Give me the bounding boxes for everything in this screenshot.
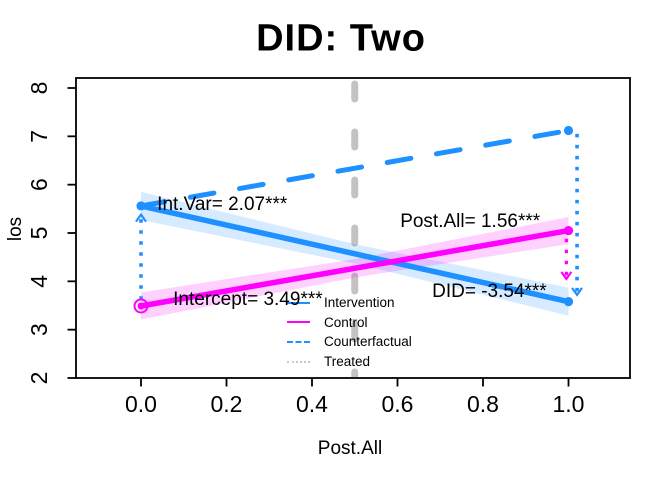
counterfactual-line [138, 128, 571, 209]
legend-label: Treated [324, 354, 371, 370]
legend-item-counterfactual: Counterfactual [287, 332, 412, 352]
y-tick-label: 5 [26, 227, 52, 240]
arrow-head-0 [135, 212, 147, 223]
intervention-endpoint-dot [136, 201, 146, 211]
y-tick-label: 6 [26, 178, 52, 191]
x-axis-label: Post.All [317, 438, 383, 459]
legend-item-intervention: Intervention [287, 293, 412, 313]
legend: Intervention Control Counterfactual Treated [287, 293, 412, 371]
legend-item-control: Control [287, 313, 412, 333]
chart-title: DID: Two [256, 17, 426, 60]
arrow-head-1 [571, 287, 583, 297]
intervention-line [138, 203, 572, 305]
x-tick-label: 0.8 [467, 391, 499, 417]
intervention-endpoint-dot [563, 297, 574, 307]
x-tick-label: 1.0 [553, 391, 585, 417]
y-tick-label: 7 [26, 130, 52, 143]
y-axis-label: los [5, 216, 26, 242]
legend-line-sample-dashed [287, 340, 310, 343]
control-endpoint-dot [563, 225, 574, 236]
legend-label: Counterfactual [324, 334, 412, 350]
intercept-marker-outer [133, 298, 149, 314]
counterfactual-endpoint-dot [563, 125, 574, 136]
legend-line-sample-solid [287, 321, 310, 324]
annotation-did: DID= -3.54*** [432, 280, 547, 302]
annotation-post-all: Post.All= 1.56*** [400, 210, 541, 232]
arrow-head-2 [560, 271, 573, 281]
intercept-marker-inner [137, 302, 145, 310]
x-tick-label: 0.2 [211, 391, 243, 417]
plot-box [75, 77, 631, 379]
annotation-intercept: Intercept= 3.49*** [173, 289, 323, 311]
x-tick-label: 0.6 [382, 391, 414, 417]
control-line [138, 227, 572, 309]
legend-line-sample-dotted [287, 360, 310, 363]
y-tick-label: 4 [26, 275, 52, 288]
legend-label: Intervention [324, 295, 395, 311]
legend-label: Control [324, 314, 368, 330]
x-tick-label: 0.0 [125, 391, 157, 417]
y-tick-label: 8 [26, 82, 52, 95]
y-tick-label: 2 [26, 372, 52, 385]
annotation-int-var: Int.Var= 2.07*** [157, 193, 288, 215]
y-tick-label: 3 [26, 323, 52, 336]
legend-item-treated: Treated [287, 352, 412, 372]
legend-line-sample-solid [287, 301, 310, 304]
x-tick-label: 0.4 [296, 391, 328, 417]
